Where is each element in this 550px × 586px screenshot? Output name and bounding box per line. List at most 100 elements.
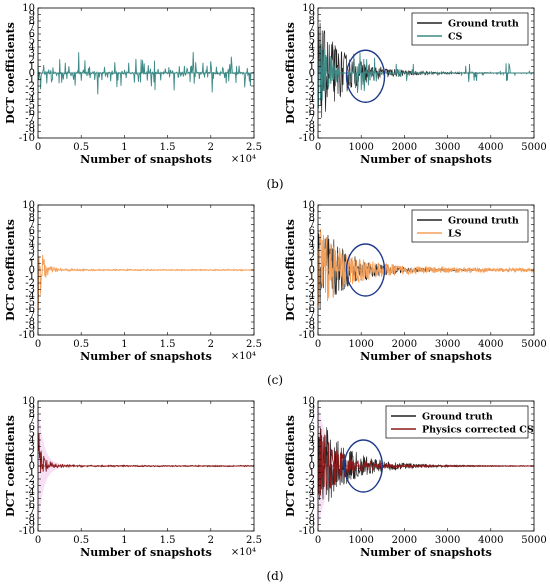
x-tick-label: 2.5 [246,339,262,350]
x-tick-label: 0 [315,339,321,350]
y-tick-label: 7 [309,220,315,231]
x-axis-label: Number of snapshots [360,546,492,559]
y-tick-label: 4 [29,42,35,53]
y-tick-label: -9 [25,520,35,531]
y-tick-label: -3 [25,88,35,99]
y-tick-label: 4 [309,239,315,250]
y-tick-label: 9 [29,10,35,21]
y-tick-label: -5 [305,298,315,309]
x-tick-label: 1.5 [160,339,176,350]
x-tick-label: 2 [208,535,214,546]
x-tick-label: 4000 [478,142,503,153]
y-tick-label: -7 [305,114,315,125]
y-tick-label: -3 [25,481,35,492]
x-tick-label: 0.5 [73,142,89,153]
highlight-circle [343,439,384,493]
y-tick-label: -8 [25,120,35,131]
y-tick-label: -2 [305,81,315,92]
x-multiplier: ×10⁴ [231,547,256,558]
y-tick-label: -7 [305,507,315,518]
x-multiplier: ×10⁴ [231,154,256,165]
y-tick-label: -2 [25,278,35,289]
y-tick-label: 4 [29,435,35,446]
y-tick-label: 9 [309,403,315,414]
series-line-signal [38,254,254,315]
y-tick-label: 8 [309,213,315,224]
legend-entry: Ground truth [448,216,519,227]
y-tick-label: -4 [305,487,315,498]
y-tick-label: 1 [29,259,35,270]
y-tick-label: -9 [305,324,315,335]
y-axis-label: DCT coefficients [4,415,17,517]
plot-area [318,23,534,118]
y-tick-label: 0 [29,461,35,472]
x-tick-label: 1.5 [160,535,176,546]
y-tick-label: 10 [22,396,35,407]
y-tick-label: 1 [29,455,35,466]
legend-entry: CS [448,32,463,43]
x-tick-label: 0.5 [73,535,89,546]
y-tick-label: -10 [19,526,35,537]
y-tick-label: -9 [305,520,315,531]
y-tick-label: 9 [29,207,35,218]
y-tick-label: 7 [29,23,35,34]
y-tick-label: 6 [29,29,35,40]
legend-box [385,405,529,439]
y-tick-label: 3 [29,49,35,60]
plot-area [38,254,254,315]
y-tick-label: -8 [305,317,315,328]
y-tick-label: 5 [29,429,35,440]
y-tick-label: 5 [309,233,315,244]
y-tick-label: 8 [29,16,35,27]
y-tick-label: 5 [29,36,35,47]
y-tick-label: -5 [25,494,35,505]
caption-d: (d) [266,569,283,583]
x-tick-label: 2000 [392,535,417,546]
x-tick-label: 2.5 [246,142,262,153]
y-tick-label: -4 [25,291,35,302]
y-tick-label: -10 [299,526,315,537]
legend-box [411,209,529,243]
y-tick-label: 3 [29,442,35,453]
y-tick-label: 2 [309,55,315,66]
y-tick-label: 10 [22,200,35,211]
y-tick-label: 9 [309,10,315,21]
y-tick-label: 2 [309,448,315,459]
y-tick-label: 7 [309,416,315,427]
y-tick-label: -1 [305,272,315,283]
legend: Ground truth CS [411,12,529,46]
y-tick-label: -9 [25,324,35,335]
x-tick-label: 5000 [521,142,546,153]
legend: Ground truth LS [411,209,529,243]
y-axis-label: DCT coefficients [284,22,297,124]
y-tick-label: 6 [309,226,315,237]
x-tick-label: 2000 [392,142,417,153]
y-tick-label: 1 [29,62,35,73]
x-tick-label: 1000 [348,339,373,350]
y-tick-label: -8 [25,513,35,524]
y-tick-label: -7 [25,311,35,322]
y-tick-label: -1 [25,272,35,283]
y-tick-label: 4 [309,435,315,446]
y-tick-label: 0 [309,68,315,79]
x-tick-label: 1.5 [160,142,176,153]
y-tick-label: -3 [305,481,315,492]
y-tick-label: 0 [29,265,35,276]
y-tick-label: -10 [19,330,35,341]
legend-box [411,12,529,46]
y-tick-label: 6 [309,422,315,433]
plot-area [318,228,534,310]
x-tick-label: 0 [315,142,321,153]
x-tick-label: 2.5 [246,535,262,546]
x-tick-label: 0 [315,535,321,546]
y-tick-label: 0 [309,265,315,276]
y-tick-label: -6 [305,107,315,118]
y-tick-label: 8 [29,213,35,224]
legend-entry: Ground truth [448,19,519,30]
y-tick-label: 10 [302,396,315,407]
y-tick-label: -2 [25,81,35,92]
y-tick-label: 3 [309,442,315,453]
